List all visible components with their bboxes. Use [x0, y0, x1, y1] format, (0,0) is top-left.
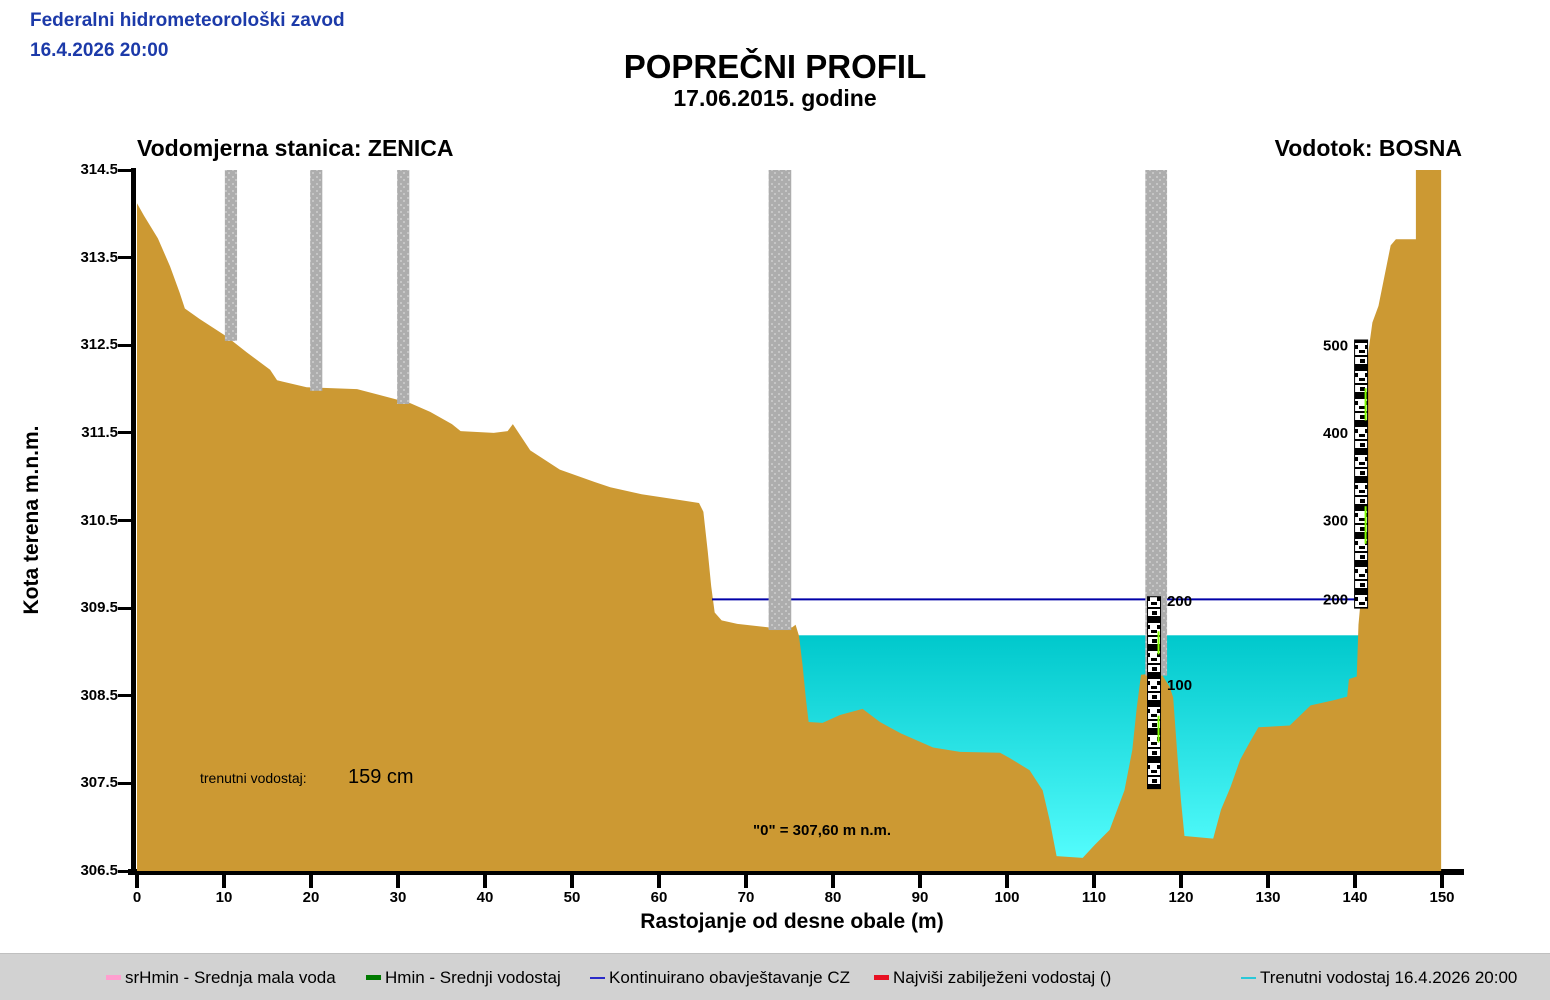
y-axis-line — [131, 168, 136, 875]
legend-label: Hmin - Srednji vodostaj — [385, 967, 561, 987]
gauge-scale-label: 400 — [1323, 425, 1348, 442]
y-tick-label: 310.5 — [80, 511, 118, 529]
x-tick-mark — [744, 875, 748, 888]
legend-item: srHmin - Srednja mala voda — [106, 954, 336, 1000]
x-tick-label: 70 — [737, 889, 755, 906]
x-tick-label: 130 — [1255, 889, 1281, 906]
x-tick-mark — [1005, 875, 1009, 888]
legend-marker — [874, 975, 889, 980]
gauge-scale-label: 200 — [1167, 593, 1192, 610]
x-tick-mark — [570, 875, 574, 888]
x-tick-label: 40 — [476, 889, 494, 906]
y-tick-mark — [118, 606, 131, 610]
y-tick-label: 307.5 — [80, 774, 118, 792]
y-tick-label: 311.5 — [81, 423, 118, 441]
legend-marker — [366, 975, 381, 980]
x-tick-label: 120 — [1168, 889, 1194, 906]
gauge-accent-mark — [1157, 631, 1160, 655]
legend-bar: srHmin - Srednja mala voda Hmin - Srednji… — [0, 953, 1550, 1000]
gauge-accent-mark — [1364, 506, 1367, 544]
x-tick-label: 0 — [132, 889, 142, 906]
legend-item: Najviši zabilježeni vodostaj () — [874, 954, 1111, 1000]
y-tick-mark — [118, 343, 131, 347]
x-tick-mark — [657, 875, 661, 888]
page-title: POPREČNI PROFIL — [623, 48, 927, 85]
x-tick-mark — [483, 875, 487, 888]
x-tick-mark — [1092, 875, 1096, 888]
x-tick-mark — [309, 875, 313, 888]
x-tick-mark — [1353, 875, 1357, 888]
bridge-pillar — [397, 170, 410, 404]
y-tick-label: 308.5 — [80, 686, 118, 704]
x-tick-label: 50 — [563, 889, 581, 906]
gauge-staff — [1354, 339, 1369, 609]
y-tick-label: 313.5 — [80, 248, 118, 266]
legend-label: Najviši zabilježeni vodostaj () — [893, 967, 1112, 987]
y-tick-mark — [118, 519, 131, 522]
x-tick-mark — [1179, 875, 1183, 888]
x-tick-label: 150 — [1429, 889, 1455, 906]
terrain-profile — [137, 170, 1442, 871]
y-tick-mark — [118, 781, 131, 785]
y-tick-mark — [118, 168, 131, 172]
x-axis-title: Rastojanje od desne obale (m) — [640, 910, 944, 933]
legend-label: Trenutni vodostaj 16.4.2026 20:00 — [1260, 967, 1518, 987]
y-tick-label: 312.5 — [80, 336, 118, 354]
x-tick-label: 140 — [1342, 889, 1368, 906]
gauge-staff — [1147, 596, 1162, 790]
legend-label: srHmin - Srednja mala voda — [125, 967, 336, 987]
legend-item: Hmin - Srednji vodostaj — [366, 954, 561, 1000]
y-tick-label: 309.5 — [80, 599, 118, 617]
y-tick-label: 306.5 — [80, 862, 118, 879]
y-tick-mark — [118, 256, 131, 260]
gauge-accent-mark — [1364, 388, 1367, 421]
x-tick-mark — [135, 875, 139, 888]
gauge-scale-label: 200 — [1323, 591, 1348, 608]
legend-item: Trenutni vodostaj 16.4.2026 20:00 — [1241, 954, 1517, 1000]
current-stage-value: 159 cm — [348, 766, 414, 788]
river-label: Vodotok: BOSNA — [1274, 135, 1462, 161]
legend-marker — [1241, 976, 1256, 979]
x-tick-label: 80 — [824, 889, 842, 906]
x-tick-mark — [918, 875, 922, 888]
gauge-scale-label: 100 — [1167, 677, 1192, 694]
legend-marker — [106, 975, 121, 980]
x-tick-label: 100 — [994, 889, 1020, 906]
legend-marker — [590, 976, 605, 979]
x-axis-line — [128, 869, 1464, 875]
org-title: Federalni hidrometeorološki zavod — [30, 10, 345, 31]
x-tick-mark — [1266, 875, 1270, 888]
y-tick-mark — [118, 694, 131, 698]
gauge-scale-label: 300 — [1323, 513, 1348, 530]
x-tick-label: 60 — [650, 889, 668, 906]
x-tick-label: 10 — [215, 889, 233, 906]
y-tick-mark — [118, 431, 131, 435]
x-tick-label: 20 — [302, 889, 320, 906]
gauge-zero-note: "0" = 307,60 m n.m. — [753, 822, 892, 839]
y-tick-mark — [118, 869, 131, 873]
header-datetime: 16.4.2026 20:00 — [30, 40, 169, 61]
current-stage-label: trenutni vodostaj: — [200, 770, 307, 786]
y-tick-label: 314.5 — [80, 161, 118, 178]
bridge-pillar — [310, 170, 323, 391]
page-subtitle: 17.06.2015. godine — [673, 85, 877, 111]
x-tick-label: 110 — [1081, 889, 1107, 906]
gauge-scale-label: 500 — [1323, 337, 1348, 354]
x-tick-mark — [831, 875, 835, 888]
x-tick-mark — [396, 875, 400, 888]
x-tick-label: 90 — [911, 889, 929, 906]
x-tick-mark — [1440, 875, 1444, 888]
bridge-pillar — [1145, 170, 1168, 676]
x-tick-label: 30 — [389, 889, 407, 906]
legend-item: Kontinuirano obavještavanje CZ — [590, 954, 850, 1000]
legend-label: Kontinuirano obavještavanje CZ — [609, 967, 850, 987]
gauge-accent-mark — [1157, 715, 1160, 743]
x-tick-mark — [222, 875, 226, 888]
bridge-pillar — [224, 170, 238, 341]
bridge-pillar — [768, 170, 792, 631]
station-label: Vodomjerna stanica: ZENICA — [137, 135, 454, 161]
